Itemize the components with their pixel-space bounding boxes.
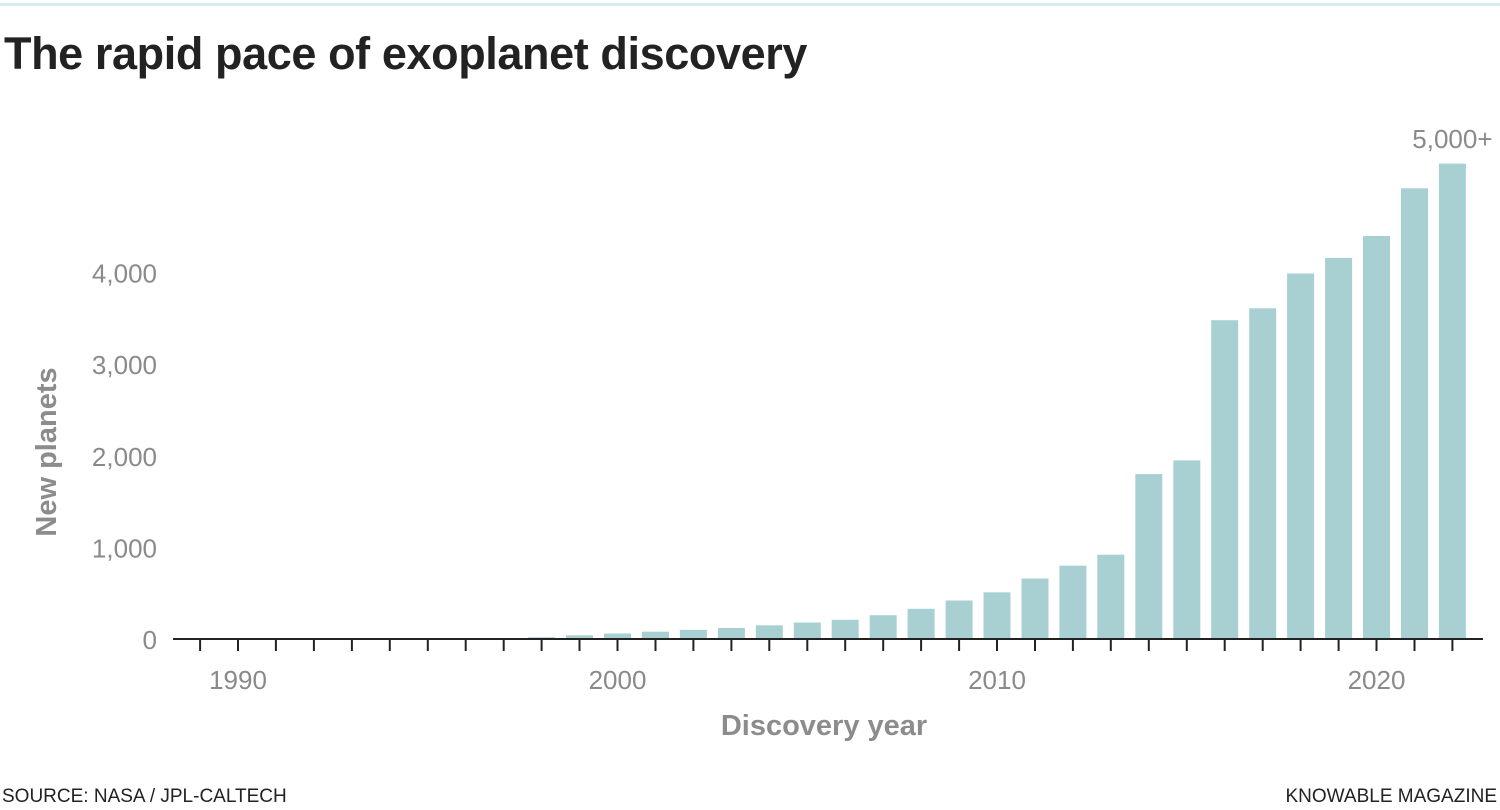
bar-2014 <box>1135 474 1163 639</box>
source-note: SOURCE: NASA / JPL-CALTECH <box>2 786 287 807</box>
bar-2010 <box>983 592 1011 639</box>
y-tick-label: 0 <box>143 625 157 655</box>
max-value-annotation: 5,000+ <box>1412 124 1492 154</box>
y-tick-labels: 0 1,000 2,000 3,000 4,000 <box>92 259 157 655</box>
bar-2004 <box>755 625 783 639</box>
y-tick-label: 4,000 <box>92 259 157 289</box>
bar-2000 <box>604 633 631 639</box>
bar-2016 <box>1211 320 1239 639</box>
bar-2018 <box>1287 273 1315 639</box>
bar-2001 <box>642 631 669 639</box>
bar-2005 <box>793 622 821 639</box>
bar-2020 <box>1363 236 1390 639</box>
bar-2003 <box>717 628 745 639</box>
publisher-credit: KNOWABLE MAGAZINE <box>1285 786 1498 807</box>
y-axis-title: New planets <box>31 367 63 536</box>
top-rule <box>0 3 1500 6</box>
bar-2021 <box>1401 188 1428 640</box>
bar-2008 <box>907 608 935 639</box>
x-tick-label: 2000 <box>589 665 647 695</box>
y-tick-label: 3,000 <box>92 350 157 380</box>
bar-2006 <box>831 619 859 639</box>
bar-2022 <box>1438 163 1466 639</box>
bar-2007 <box>869 615 897 639</box>
bar-2012 <box>1059 565 1087 639</box>
bars-group <box>528 163 1466 640</box>
bar-2017 <box>1249 308 1277 639</box>
x-tick-label: 1990 <box>209 665 267 695</box>
x-axis-title: Discovery year <box>721 710 927 742</box>
y-tick-label: 2,000 <box>92 442 157 472</box>
bar-2015 <box>1173 460 1201 639</box>
x-tick-label: 2010 <box>968 665 1026 695</box>
bar-2019 <box>1325 257 1353 639</box>
x-axis <box>173 638 1483 651</box>
bar-2009 <box>945 600 973 639</box>
page-title: The rapid pace of exoplanet discovery <box>4 28 807 79</box>
bar-2011 <box>1021 578 1049 639</box>
bar-1999 <box>566 635 593 639</box>
x-tick-label: 2020 <box>1348 665 1406 695</box>
y-tick-label: 1,000 <box>92 533 157 563</box>
bar-2013 <box>1097 554 1125 639</box>
x-tick-labels: 1990 2000 2010 2020 <box>209 665 1405 695</box>
bar-2002 <box>679 629 707 639</box>
